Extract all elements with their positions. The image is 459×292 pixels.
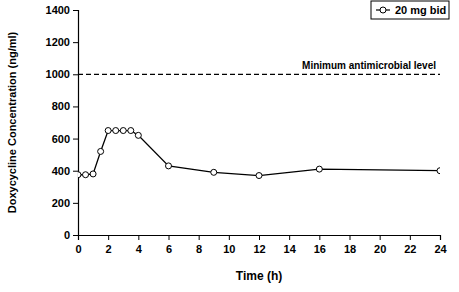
x-tick-label: 18 (344, 243, 356, 255)
x-tick-label: 10 (223, 243, 235, 255)
data-point (211, 169, 217, 175)
plot: 0246810121416182022240200400600800100012… (46, 4, 448, 255)
x-tick: 20 (374, 235, 386, 255)
x-tick-mark (108, 235, 109, 240)
x-tick-mark (289, 235, 290, 240)
y-tick-mark (73, 235, 78, 236)
y-tick-mark (73, 203, 78, 204)
y-tick-label: 400 (52, 165, 70, 177)
x-tick-mark (259, 235, 260, 240)
y-tick-mark (73, 42, 78, 43)
y-tick: 200 (52, 197, 78, 209)
x-tick-mark (410, 235, 411, 240)
y-tick-label: 600 (52, 133, 70, 145)
x-tick: 14 (284, 235, 297, 255)
marks (78, 74, 440, 178)
x-tick: 18 (344, 235, 356, 255)
x-tick-mark (440, 235, 441, 240)
x-tick: 24 (434, 235, 447, 255)
y-axis-title: Doxycycline Concentration (ng/ml) (6, 31, 18, 213)
x-axis: 024681012141618202224 (75, 235, 447, 255)
y-tick: 400 (52, 165, 78, 177)
y-tick-label: 1200 (46, 36, 70, 48)
data-point (128, 128, 134, 134)
x-tick: 16 (314, 235, 326, 255)
data-point (98, 148, 104, 154)
y-tick-label: 800 (52, 100, 70, 112)
y-tick: 800 (52, 100, 78, 112)
y-axis: 0 200 400 600 800 1000 1200 1400 (46, 4, 79, 241)
data-point (135, 132, 141, 138)
y-tick-mark (73, 139, 78, 140)
x-tick-label: 16 (314, 243, 326, 255)
x-tick: 12 (253, 235, 265, 255)
x-tick-label: 22 (404, 243, 416, 255)
data-point (316, 166, 322, 172)
x-tick-label: 14 (284, 243, 297, 255)
x-tick-label: 2 (106, 243, 112, 255)
x-tick: 4 (136, 235, 143, 255)
data-point (105, 128, 111, 134)
x-tick-label: 8 (196, 243, 202, 255)
reference-line (78, 74, 440, 75)
y-tick-mark (73, 106, 78, 107)
x-tick: 0 (75, 235, 81, 255)
y-tick-label: 0 (64, 229, 70, 241)
data-point (166, 163, 172, 169)
y-tick-label: 1000 (46, 68, 70, 80)
data-point (90, 171, 96, 177)
y-tick-mark (73, 171, 78, 172)
x-tick-mark (380, 235, 381, 240)
x-axis-line (79, 236, 441, 241)
y-tick: 0 (64, 229, 78, 241)
data-point (113, 128, 119, 134)
x-tick-label: 4 (136, 243, 143, 255)
x-tick-label: 0 (75, 243, 81, 255)
legend-label: 20 mg bid (395, 4, 446, 16)
y-tick: 1200 (46, 36, 78, 48)
y-tick-mark (73, 74, 78, 75)
x-tick-mark (319, 235, 320, 240)
x-tick-mark (169, 235, 170, 240)
x-tick: 22 (404, 235, 416, 255)
reference-label: Minimum antimicrobial level (302, 60, 436, 71)
x-tick-label: 6 (166, 243, 172, 255)
x-tick-label: 12 (253, 243, 265, 255)
legend-box (371, 1, 449, 19)
legend-marker (380, 7, 386, 13)
y-axis-line (73, 11, 79, 236)
y-tick: 1000 (46, 68, 78, 80)
series-line (78, 131, 440, 176)
legend: 20 mg bid (371, 1, 449, 19)
data-point (256, 173, 262, 179)
x-tick-mark (138, 235, 139, 240)
data-point (83, 172, 89, 178)
chart: 0246810121416182022240200400600800100012… (0, 0, 459, 292)
data-point (120, 128, 126, 134)
x-axis-title: Time (h) (236, 269, 282, 283)
y-tick: 600 (52, 133, 78, 145)
x-tick: 10 (223, 235, 235, 255)
x-tick-label: 20 (374, 243, 386, 255)
x-tick-mark (350, 235, 351, 240)
y-tick: 1400 (46, 4, 78, 16)
x-tick: 2 (106, 235, 112, 255)
x-tick: 6 (166, 235, 172, 255)
y-tick-label: 200 (52, 197, 70, 209)
x-tick-label: 24 (434, 243, 447, 255)
x-tick-mark (199, 235, 200, 240)
data-point (437, 168, 440, 174)
y-tick-mark (73, 10, 78, 11)
data-point (78, 172, 81, 178)
x-tick: 8 (196, 235, 202, 255)
x-tick-mark (229, 235, 230, 240)
y-tick-label: 1400 (46, 4, 70, 16)
